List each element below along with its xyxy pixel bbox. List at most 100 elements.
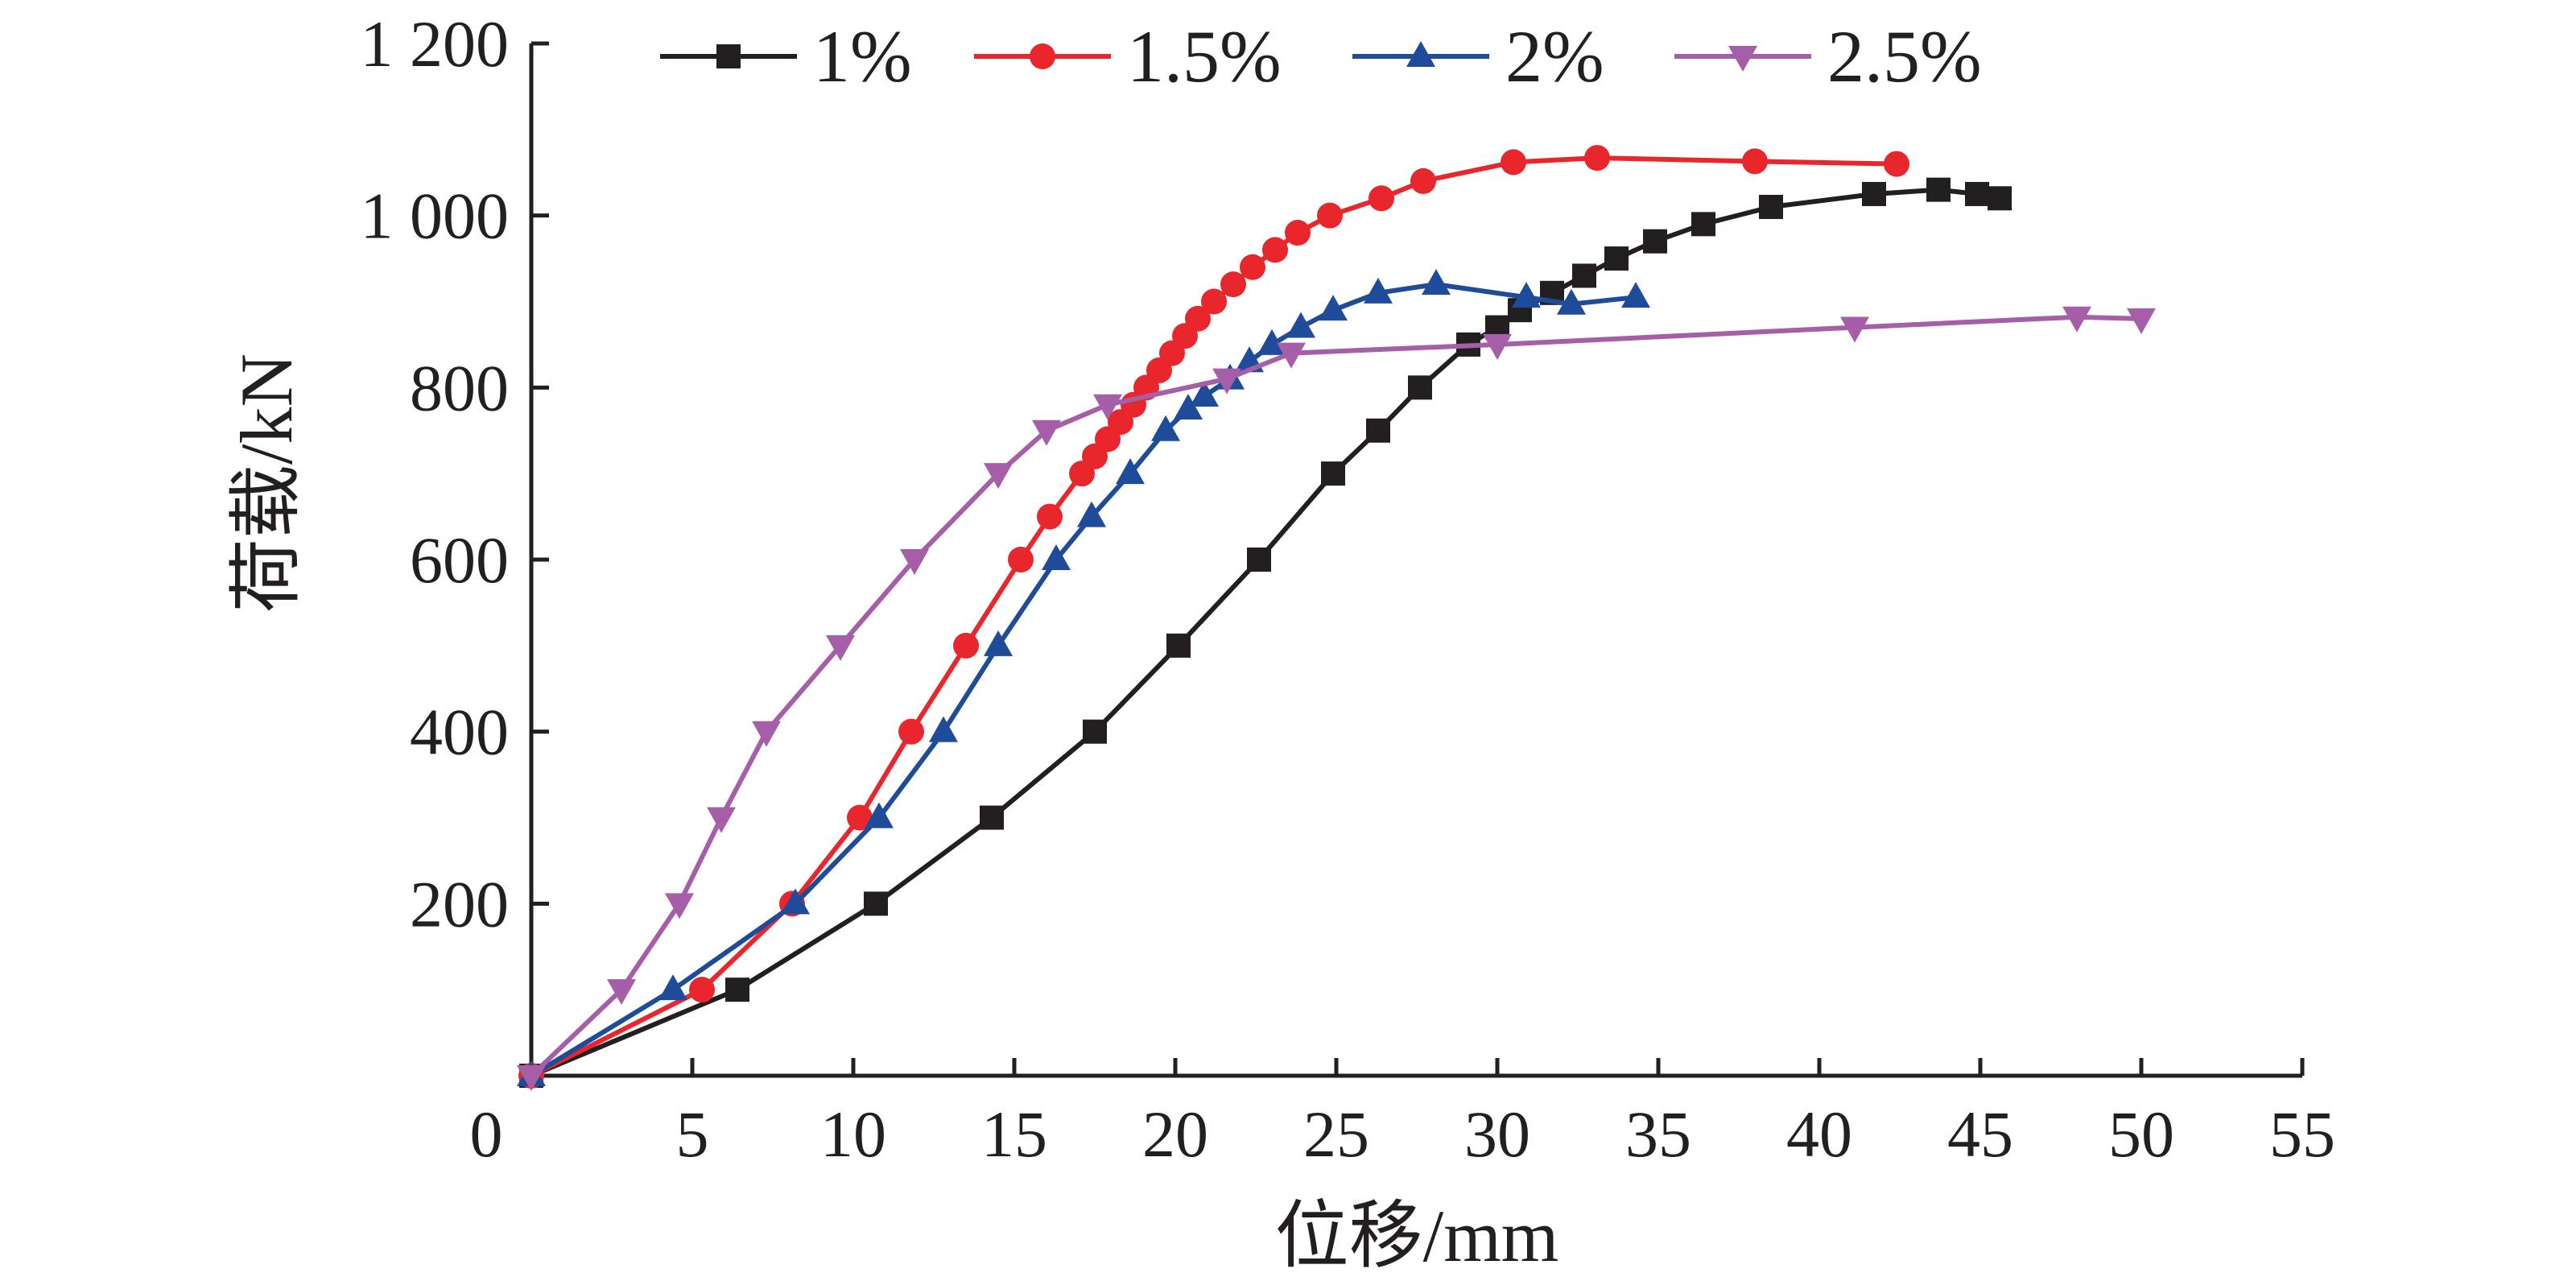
data-point	[1042, 544, 1071, 570]
data-point	[1166, 633, 1191, 658]
data-point	[1083, 719, 1107, 744]
data-point	[1557, 288, 1586, 315]
data-point	[1926, 177, 1951, 202]
y-axis-label: 荷载/kN	[225, 353, 308, 613]
data-point	[1512, 282, 1541, 308]
series-2pct	[517, 269, 1650, 1086]
data-point	[1319, 295, 1348, 321]
x-tick-label: 0	[470, 1097, 503, 1171]
data-point	[980, 805, 1004, 830]
data-point	[1240, 254, 1265, 280]
series-1pct	[519, 177, 2012, 1088]
data-point	[1317, 202, 1343, 229]
legend-item-1pct: 1%	[660, 15, 912, 97]
legend-item-2pct: 2%	[1352, 15, 1604, 97]
data-point	[1262, 237, 1288, 263]
data-point	[1093, 394, 1122, 420]
x-tick-label: 5	[676, 1097, 709, 1171]
data-point	[1220, 271, 1246, 298]
x-tick-label: 30	[1464, 1097, 1530, 1171]
data-point	[1643, 229, 1667, 254]
data-point	[707, 807, 736, 833]
data-point	[1277, 342, 1306, 369]
data-point	[1408, 375, 1432, 400]
data-point	[689, 977, 715, 1003]
data-point	[900, 549, 929, 575]
data-point	[953, 632, 979, 659]
data-point	[1257, 329, 1286, 355]
data-point	[2127, 308, 2156, 334]
data-point	[1965, 181, 1989, 206]
data-point	[1483, 333, 1512, 360]
y-tick-label: 200	[410, 867, 509, 940]
series-line-2-5pct	[529, 314, 2142, 1078]
data-point	[607, 979, 636, 1006]
series-layer	[517, 145, 2156, 1091]
data-point	[1584, 145, 1610, 172]
data-point	[1368, 185, 1394, 212]
legend-marker	[716, 44, 741, 68]
data-point	[1285, 220, 1311, 246]
data-point	[1422, 269, 1451, 296]
data-point	[2062, 306, 2091, 333]
data-point	[1174, 394, 1203, 420]
legend-marker	[1030, 43, 1055, 69]
data-point	[1691, 212, 1715, 237]
legend-marker	[1406, 41, 1435, 67]
legend: 1% 1.5% 2% 2.5%	[660, 15, 1982, 97]
data-point	[1501, 149, 1526, 176]
data-point	[1037, 503, 1063, 530]
data-point	[826, 634, 855, 661]
data-point	[1840, 316, 1869, 343]
data-point	[1410, 167, 1436, 194]
data-point	[1077, 501, 1106, 527]
legend-marker	[1728, 46, 1757, 72]
data-point	[1366, 418, 1390, 443]
legend-label: 1.5%	[1127, 15, 1282, 97]
data-point	[1742, 148, 1768, 175]
y-tick-label: 1 200	[361, 7, 510, 81]
data-point	[665, 893, 694, 920]
data-point	[1572, 263, 1596, 288]
data-point	[1212, 368, 1241, 395]
data-point	[1008, 547, 1034, 572]
data-point	[781, 888, 810, 915]
y-tick-label: 600	[410, 523, 509, 597]
data-point	[1151, 415, 1180, 441]
data-point	[898, 718, 924, 745]
data-point	[1185, 305, 1211, 332]
data-point	[864, 891, 888, 916]
data-point	[1884, 151, 1909, 177]
data-point	[658, 974, 687, 1001]
data-point	[752, 721, 781, 747]
x-tick-label: 50	[2108, 1097, 2174, 1171]
x-tick-label: 10	[820, 1097, 886, 1171]
data-point	[865, 802, 894, 829]
x-tick-label: 35	[1625, 1097, 1691, 1171]
data-point	[1621, 282, 1650, 308]
series-line-2pct	[530, 282, 1637, 1078]
data-point	[1190, 381, 1219, 407]
legend-label: 1%	[813, 15, 912, 97]
legend-item-1-5pct: 1.5%	[974, 15, 1282, 97]
data-point	[1321, 461, 1345, 486]
data-point	[984, 630, 1013, 656]
data-point	[1604, 246, 1629, 271]
data-point	[1247, 548, 1271, 572]
y-tick-label: 400	[410, 696, 509, 769]
data-point	[847, 804, 873, 831]
x-ticks: 0 5 10 15 20 25 30 35 40 45 50 55	[470, 1058, 2335, 1171]
x-tick-label: 40	[1786, 1097, 1852, 1171]
x-tick-label: 55	[2269, 1097, 2335, 1171]
data-point	[984, 463, 1013, 490]
legend-label: 2.5%	[1827, 15, 1982, 97]
series-2-5pct	[517, 306, 2156, 1091]
data-point	[929, 716, 958, 742]
x-axis-label: 位移/mm	[1275, 1195, 1559, 1273]
data-point	[1032, 420, 1061, 446]
data-point	[1201, 288, 1227, 315]
axes	[529, 43, 2302, 1078]
legend-label: 2%	[1505, 15, 1604, 97]
x-tick-label: 45	[1947, 1097, 2013, 1171]
